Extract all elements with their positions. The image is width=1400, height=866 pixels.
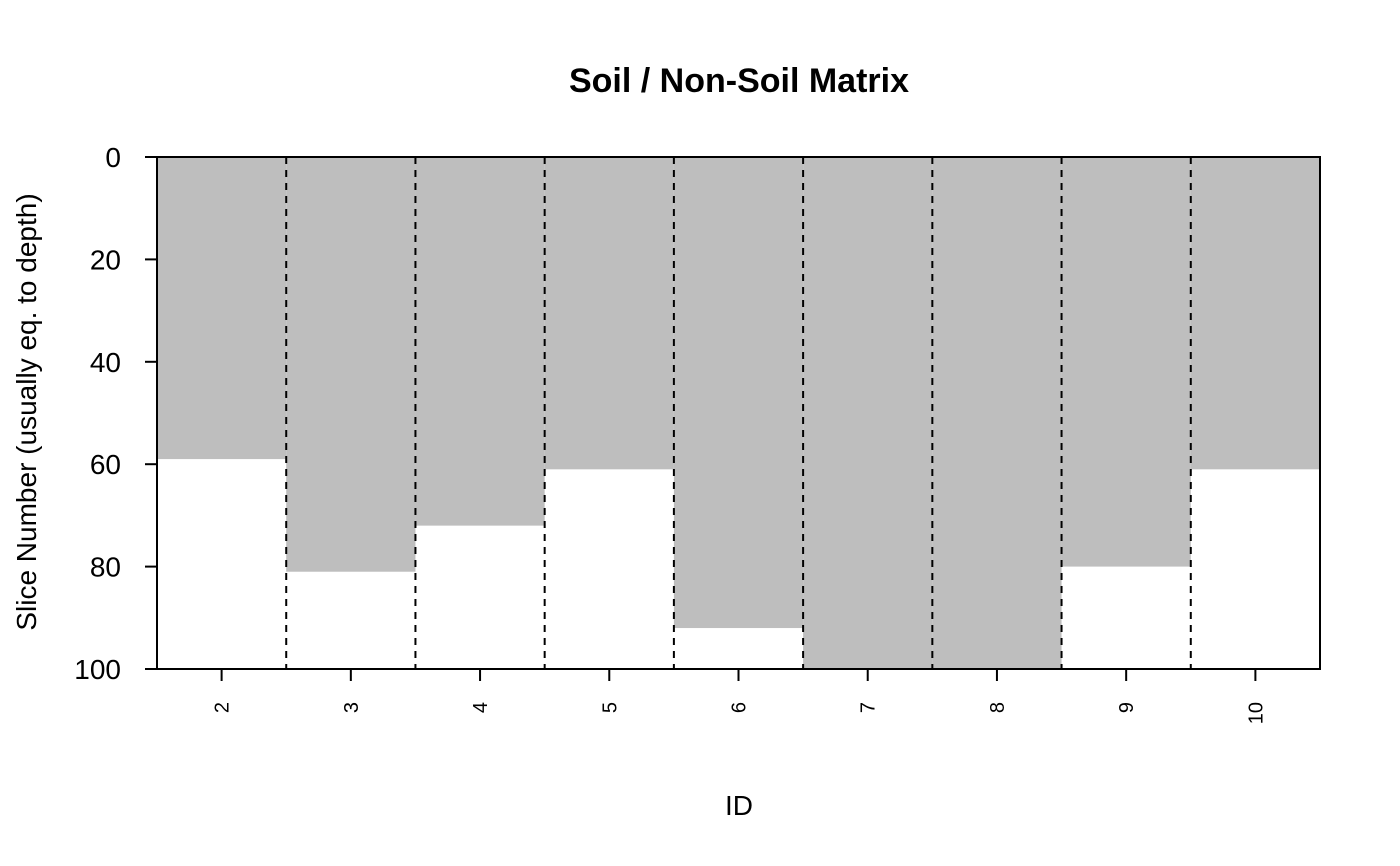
y-axis-label: Slice Number (usually eq. to depth) <box>11 193 42 630</box>
bar-3 <box>286 157 416 572</box>
bar-4 <box>415 157 545 526</box>
y-tick-label-20: 20 <box>90 244 121 275</box>
x-tick-label-9: 9 <box>1116 702 1138 713</box>
bar-9 <box>1061 157 1191 567</box>
x-tick-label-7: 7 <box>858 702 880 713</box>
chart-title: Soil / Non-Soil Matrix <box>569 62 909 100</box>
x-tick-label-3: 3 <box>341 702 363 713</box>
x-tick-label-8: 8 <box>987 702 1009 713</box>
bars-layer <box>157 157 1320 669</box>
x-axis-label: ID <box>725 790 753 821</box>
bar-5 <box>544 157 674 470</box>
x-tick-label-4: 4 <box>470 702 492 713</box>
y-tick-label-80: 80 <box>90 552 121 583</box>
bar-10 <box>1190 157 1320 470</box>
x-tick-label-10: 10 <box>1245 702 1267 724</box>
y-tick-label-40: 40 <box>90 347 121 378</box>
x-tick-label-5: 5 <box>599 702 621 713</box>
bar-8 <box>932 157 1062 669</box>
y-tick-label-0: 0 <box>105 142 121 173</box>
y-axis: 0 20 40 60 80 100 <box>74 142 157 685</box>
x-tick-label-6: 6 <box>729 702 751 713</box>
x-tick-label-2: 2 <box>212 702 234 713</box>
y-tick-label-60: 60 <box>90 449 121 480</box>
y-tick-label-100: 100 <box>74 654 121 685</box>
bar-2 <box>157 157 287 460</box>
x-axis: 2 3 4 5 6 7 8 9 10 <box>212 669 1267 724</box>
bar-7 <box>803 157 933 669</box>
bar-6 <box>673 157 804 629</box>
